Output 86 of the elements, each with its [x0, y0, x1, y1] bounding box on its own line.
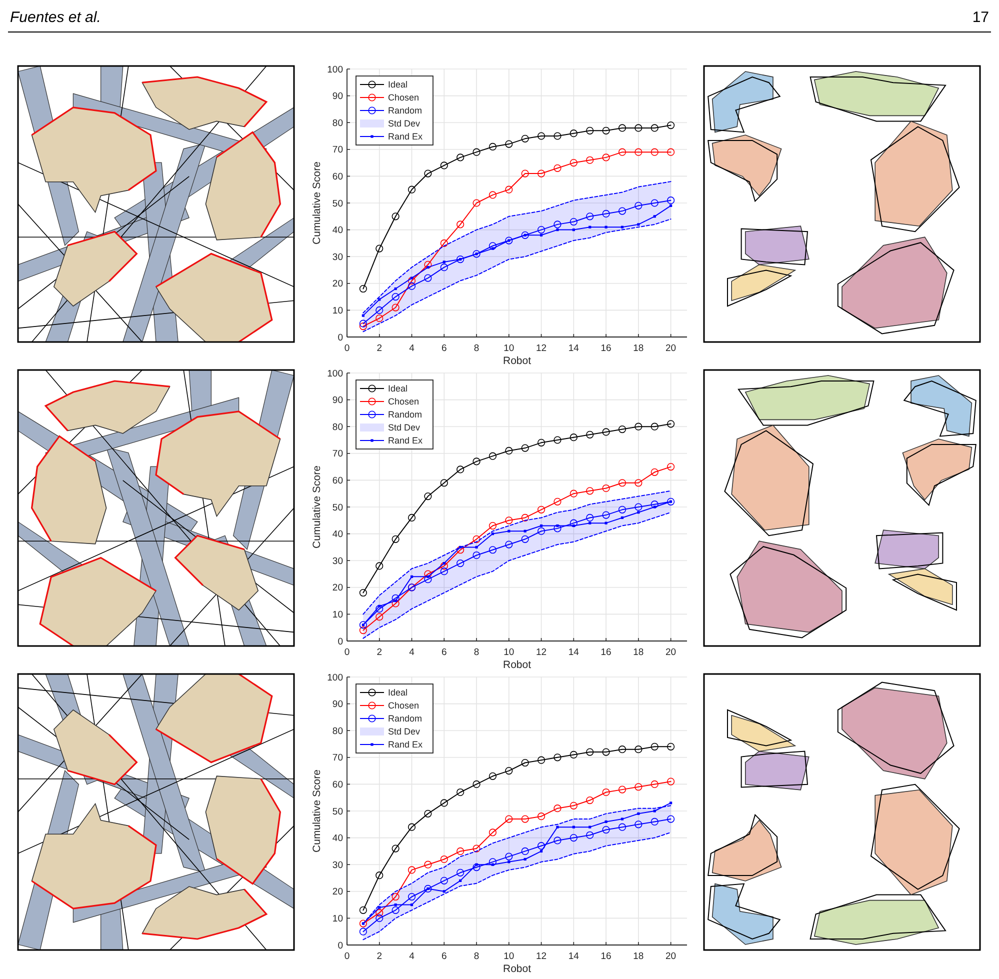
x-tick-label: 2 [376, 647, 382, 658]
x-tick-label: 14 [568, 951, 579, 962]
x-tick-label: 20 [666, 647, 676, 658]
x-tick-label: 18 [633, 951, 644, 962]
x-tick-label: 2 [376, 343, 382, 354]
x-tick-label: 16 [600, 647, 612, 658]
legend-label: Chosen [388, 700, 420, 711]
legend-label: Ideal [388, 688, 408, 698]
y-tick-label: 40 [332, 529, 343, 540]
legend-label: Chosen [388, 396, 420, 407]
x-tick-label: 10 [504, 343, 514, 354]
y-tick-label: 70 [332, 144, 343, 156]
legend-label: Random [388, 410, 422, 420]
y-tick-label: 60 [332, 780, 343, 790]
x-tick-label: 14 [568, 647, 579, 658]
x-tick-label: 20 [666, 951, 676, 962]
y-axis-title: Cumulative Score [311, 769, 323, 852]
y-tick-label: 60 [332, 172, 343, 182]
y-tick-label: 70 [332, 752, 343, 764]
x-tick-label: 8 [474, 343, 480, 354]
y-tick-label: 20 [332, 278, 343, 290]
legend-label: Ideal [388, 80, 408, 90]
x-tick-label: 16 [600, 343, 612, 354]
y-tick-label: 20 [332, 886, 343, 898]
x-tick-label: 12 [536, 343, 547, 354]
y-tick-label: 40 [332, 833, 343, 844]
x-tick-label: 12 [536, 647, 547, 658]
y-tick-label: 90 [332, 91, 343, 102]
y-tick-label: 50 [332, 198, 343, 210]
x-axis-title: Robot [502, 355, 532, 367]
y-tick-label: 80 [332, 726, 343, 737]
x-tick-label: 6 [441, 951, 447, 962]
y-tick-label: 100 [327, 64, 343, 76]
x-tick-label: 2 [376, 951, 382, 962]
y-tick-label: 90 [332, 699, 343, 710]
y-tick-label: 60 [332, 476, 343, 486]
y-tick-label: 90 [332, 395, 343, 406]
y-tick-label: 50 [332, 806, 343, 818]
y-tick-label: 0 [338, 636, 343, 648]
y-tick-label: 20 [332, 582, 343, 594]
y-tick-label: 30 [332, 252, 343, 263]
y-tick-label: 0 [338, 332, 343, 344]
text: 17 [972, 9, 989, 26]
source-note: Fuentes et al. [10, 9, 101, 26]
x-tick-label: 16 [600, 951, 612, 962]
legend-label: Std Dev [388, 726, 421, 737]
x-tick-label: 4 [409, 951, 414, 962]
y-tick-label: 70 [332, 448, 343, 460]
legend-label: Random [388, 106, 422, 116]
legend-label: Random [388, 714, 422, 724]
x-tick-label: 12 [536, 951, 547, 962]
x-tick-label: 6 [441, 647, 447, 658]
x-tick-label: 10 [504, 647, 514, 658]
legend-label: Rand Ex [388, 740, 424, 750]
y-axis-title: Cumulative Score [311, 465, 323, 548]
x-tick-label: 14 [568, 343, 579, 354]
x-tick-label: 4 [409, 343, 414, 354]
y-tick-label: 10 [332, 914, 343, 924]
y-axis-title: Cumulative Score [311, 161, 323, 244]
legend-label: Std Dev [388, 118, 421, 129]
y-tick-label: 10 [332, 306, 343, 316]
y-tick-label: 80 [332, 118, 343, 129]
x-tick-label: 18 [633, 647, 644, 658]
legend-label: Ideal [388, 384, 408, 394]
y-tick-label: 80 [332, 422, 343, 433]
legend-label: Std Dev [388, 422, 421, 433]
x-tick-label: 8 [474, 647, 480, 658]
x-tick-label: 6 [441, 343, 447, 354]
y-tick-label: 40 [332, 225, 343, 236]
y-tick-label: 100 [327, 368, 343, 380]
y-tick-label: 10 [332, 610, 343, 620]
legend-label: Chosen [388, 92, 420, 103]
legend-label: Rand Ex [388, 436, 424, 446]
y-tick-label: 30 [332, 556, 343, 567]
legend-label: Rand Ex [388, 132, 424, 142]
x-tick-label: 18 [633, 343, 644, 354]
x-tick-label: 8 [474, 951, 480, 962]
x-tick-label: 4 [409, 647, 414, 658]
y-tick-label: 30 [332, 860, 343, 871]
x-axis-title: Robot [502, 659, 532, 671]
x-tick-label: 10 [504, 951, 514, 962]
x-axis-title: Robot [502, 963, 532, 975]
x-tick-label: 20 [666, 343, 676, 354]
y-tick-label: 50 [332, 502, 343, 514]
y-tick-label: 0 [338, 940, 343, 952]
y-tick-label: 100 [327, 672, 343, 684]
